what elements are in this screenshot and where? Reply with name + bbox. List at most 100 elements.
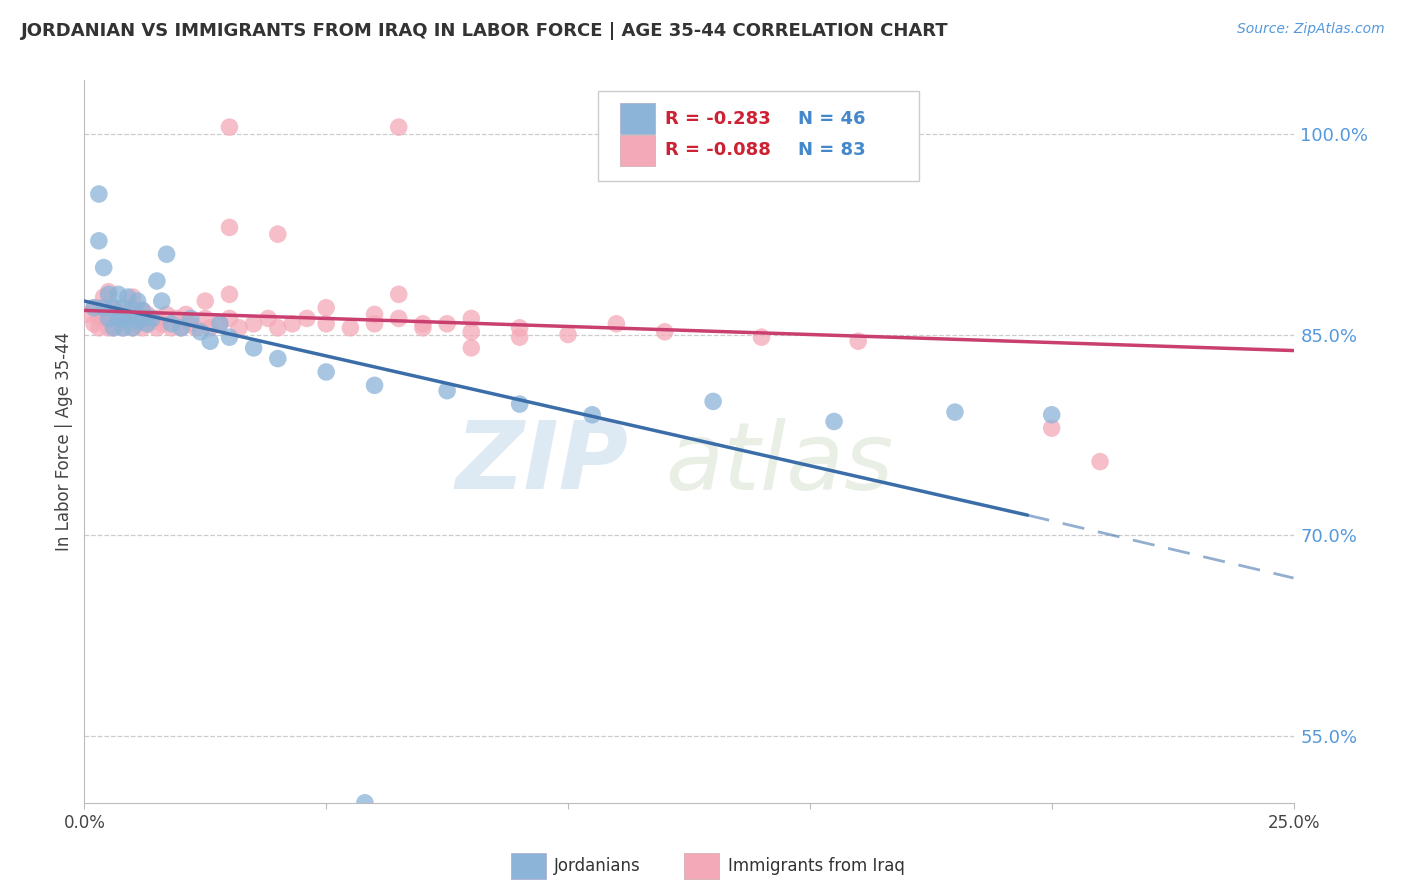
Point: [121, 321, 143, 335]
Point: [93, 301, 115, 315]
Point: [180, 311, 202, 326]
Point: [103, 311, 125, 326]
Point: [87, 311, 110, 326]
Point: [1040, 408, 1063, 422]
Point: [117, 290, 139, 304]
Point: [460, 325, 482, 339]
Point: [170, 321, 193, 335]
Point: [131, 311, 153, 326]
Point: [127, 317, 149, 331]
Point: [605, 317, 627, 331]
Point: [281, 317, 304, 331]
Text: N = 83: N = 83: [797, 141, 865, 160]
Point: [846, 334, 869, 349]
Point: [117, 311, 139, 326]
Point: [267, 321, 290, 335]
FancyBboxPatch shape: [599, 91, 918, 181]
Point: [103, 301, 125, 315]
Point: [208, 317, 231, 331]
Text: Source: ZipAtlas.com: Source: ZipAtlas.com: [1237, 22, 1385, 37]
Point: [155, 308, 177, 322]
Point: [103, 301, 125, 315]
Point: [97, 285, 120, 299]
Point: [1088, 455, 1111, 469]
Point: [509, 321, 531, 335]
Point: [107, 308, 129, 322]
Point: [121, 301, 143, 315]
Point: [218, 330, 240, 344]
Point: [509, 397, 531, 411]
Point: [131, 303, 153, 318]
Point: [267, 227, 290, 241]
Point: [93, 311, 115, 326]
Point: [93, 260, 115, 275]
Text: 25.0%: 25.0%: [1267, 814, 1320, 831]
Point: [198, 321, 221, 335]
Point: [823, 414, 845, 428]
Text: Immigrants from Iraq: Immigrants from Iraq: [728, 856, 904, 875]
Point: [339, 321, 361, 335]
Point: [654, 325, 676, 339]
Point: [315, 365, 337, 379]
Point: [218, 287, 240, 301]
Point: [242, 317, 264, 331]
Point: [141, 311, 163, 326]
Point: [194, 311, 217, 326]
Point: [190, 325, 212, 339]
Point: [165, 311, 187, 326]
Point: [363, 308, 385, 322]
Point: [218, 120, 240, 135]
Point: [702, 394, 724, 409]
Point: [581, 408, 603, 422]
Point: [107, 317, 129, 331]
Point: [127, 308, 149, 322]
Point: [97, 311, 120, 326]
Point: [198, 334, 221, 349]
Point: [160, 321, 183, 335]
Point: [77, 308, 100, 322]
Text: N = 46: N = 46: [797, 110, 865, 128]
Point: [93, 290, 115, 304]
FancyBboxPatch shape: [685, 853, 720, 879]
Point: [170, 321, 193, 335]
FancyBboxPatch shape: [512, 853, 547, 879]
Point: [146, 321, 169, 335]
Point: [388, 311, 411, 326]
Point: [112, 321, 135, 335]
Y-axis label: In Labor Force | Age 35-44: In Labor Force | Age 35-44: [55, 332, 73, 551]
Text: ZIP: ZIP: [456, 417, 628, 509]
Point: [121, 311, 143, 326]
Point: [107, 287, 129, 301]
Point: [112, 308, 135, 322]
Point: [136, 308, 159, 322]
Point: [127, 294, 149, 309]
Point: [141, 311, 163, 326]
Point: [194, 294, 217, 309]
Point: [112, 311, 135, 326]
Point: [121, 303, 143, 318]
Text: R = -0.283: R = -0.283: [665, 110, 770, 128]
Point: [112, 321, 135, 335]
Point: [363, 317, 385, 331]
Point: [97, 321, 120, 335]
Point: [228, 321, 250, 335]
Point: [83, 317, 105, 331]
Point: [943, 405, 966, 419]
Point: [412, 317, 434, 331]
Point: [1040, 421, 1063, 435]
Point: [97, 301, 120, 315]
Point: [150, 294, 173, 309]
Point: [160, 317, 183, 331]
Point: [83, 301, 105, 315]
FancyBboxPatch shape: [620, 103, 655, 134]
Point: [103, 321, 125, 335]
Point: [354, 796, 377, 810]
Point: [87, 187, 110, 202]
Point: [93, 301, 115, 315]
Point: [174, 308, 197, 322]
Point: [180, 317, 202, 331]
Point: [83, 301, 105, 315]
Point: [751, 330, 773, 344]
Point: [388, 287, 411, 301]
Point: [97, 287, 120, 301]
